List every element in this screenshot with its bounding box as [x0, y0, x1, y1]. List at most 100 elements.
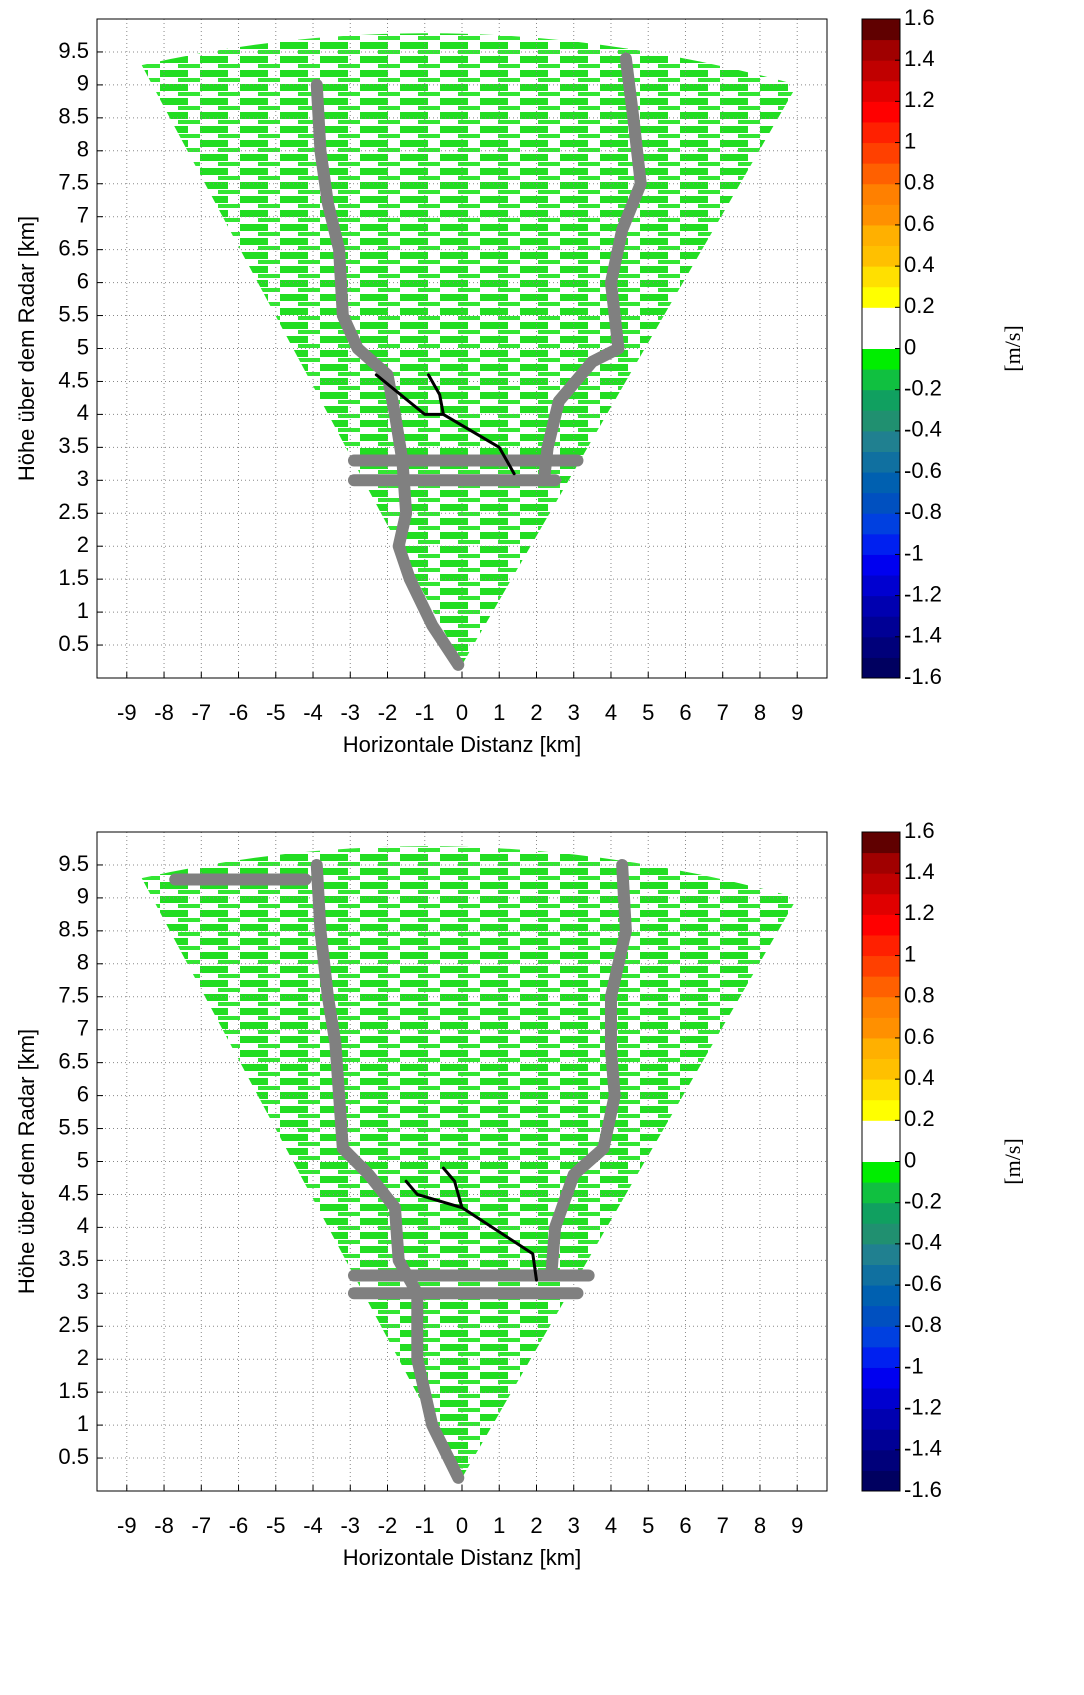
colorbar-tick-label: 0.4	[904, 1065, 935, 1090]
colorbar-band	[862, 19, 900, 41]
y-tick-label: 4	[77, 1213, 89, 1238]
colorbar-tick-label: -0.4	[904, 417, 942, 442]
colorbar-band	[862, 1058, 900, 1080]
gray-curtain	[545, 858, 632, 1280]
y-tick-label: 6	[77, 1081, 89, 1106]
colorbar-band	[862, 873, 900, 895]
x-tick-label: 1	[493, 1513, 505, 1538]
y-tick-label: 4.5	[58, 1180, 89, 1205]
colorbar-band	[862, 832, 900, 854]
y-axis-label: Höhe über dem Radar [km]	[14, 1029, 39, 1294]
colorbar-tick-label: 0.6	[904, 1024, 935, 1049]
colorbar-tick-label: 0	[904, 1147, 916, 1172]
x-tick-label: -4	[303, 700, 323, 725]
colorbar-band	[862, 1346, 900, 1368]
x-tick-label: 2	[530, 1513, 542, 1538]
colorbar-tick-label: 1	[904, 941, 916, 966]
y-tick-label: 2.5	[58, 1312, 89, 1337]
x-tick-label: -6	[229, 1513, 249, 1538]
colorbar-tick-label: -1.6	[904, 1477, 942, 1502]
colorbar-band	[862, 369, 900, 391]
colorbar-band	[862, 80, 900, 102]
x-tick-label: 3	[568, 700, 580, 725]
y-tick-label: 7	[77, 1016, 89, 1041]
colorbar-band	[862, 410, 900, 432]
colorbar-tick-label: -0.8	[904, 1312, 942, 1337]
y-tick-label: 3	[77, 1279, 89, 1304]
colorbar-band	[862, 893, 900, 915]
y-tick-label: 3	[77, 466, 89, 491]
radar-cone	[141, 846, 798, 1478]
colorbar-tick-label: 1.4	[904, 46, 935, 71]
colorbar-band	[862, 183, 900, 205]
colorbar-band	[862, 1182, 900, 1204]
colorbar-band	[862, 1161, 900, 1183]
colorbar-band	[862, 307, 900, 329]
colorbar-tick-label: 1	[904, 128, 916, 153]
colorbar-band	[862, 955, 900, 977]
colorbar-band	[862, 245, 900, 267]
x-tick-label: 9	[791, 700, 803, 725]
colorbar-tick-label: 1.6	[904, 5, 935, 30]
colorbar-band	[862, 616, 900, 638]
colorbar-band	[862, 492, 900, 514]
colorbar-band	[862, 1243, 900, 1265]
x-tick-label: 8	[754, 1513, 766, 1538]
y-tick-label: 3.5	[58, 1246, 89, 1271]
colorbar-band	[862, 1326, 900, 1348]
x-tick-label: -5	[266, 700, 286, 725]
colorbar-band	[862, 1449, 900, 1471]
x-tick-label: -2	[378, 700, 398, 725]
colorbar-tick-label: -1	[904, 1353, 924, 1378]
y-tick-label: 6	[77, 268, 89, 293]
colorbar-tick-label: -1.2	[904, 1394, 942, 1419]
colorbar-band	[862, 1388, 900, 1410]
y-tick-label: 7.5	[58, 170, 89, 195]
colorbar-band	[862, 1202, 900, 1224]
x-axis-label: Horizontale Distanz [km]	[343, 1545, 581, 1570]
y-tick-label: 6.5	[58, 1048, 89, 1073]
colorbar-tick-label: 0	[904, 334, 916, 359]
colorbar-band	[862, 142, 900, 164]
boundary-line	[441, 1166, 464, 1210]
x-tick-label: 7	[717, 1513, 729, 1538]
colorbar-band	[862, 934, 900, 957]
colorbar-tick-label: -0.6	[904, 458, 942, 483]
colorbar-tick-label: -0.2	[904, 376, 942, 401]
x-tick-label: 5	[642, 1513, 654, 1538]
colorbar-tick-label: -1.2	[904, 581, 942, 606]
gray-curtain	[537, 52, 647, 487]
x-tick-label: 7	[717, 700, 729, 725]
x-tick-label: 8	[754, 700, 766, 725]
colorbar-band	[862, 39, 900, 61]
colorbar-band	[862, 224, 900, 247]
radar-cone	[141, 33, 798, 665]
colorbar-tick-label: -1.6	[904, 664, 942, 689]
colorbar-band	[862, 348, 900, 370]
colorbar-band	[862, 389, 900, 411]
x-tick-label: 9	[791, 1513, 803, 1538]
x-tick-label: 6	[679, 700, 691, 725]
y-tick-label: 8.5	[58, 917, 89, 942]
colorbar-band	[862, 513, 900, 535]
colorbar-tick-label: 0.2	[904, 293, 935, 318]
colorbar-band	[862, 1120, 900, 1142]
x-tick-label: 4	[605, 1513, 617, 1538]
colorbar-band	[862, 1470, 900, 1492]
x-tick-label: -8	[154, 1513, 174, 1538]
x-tick-label: 1	[493, 700, 505, 725]
colorbar-band	[862, 121, 900, 144]
y-tick-label: 2	[77, 532, 89, 557]
colorbar-band	[862, 101, 900, 123]
x-tick-label: 0	[456, 700, 468, 725]
colorbar-band	[862, 976, 900, 998]
x-tick-label: -5	[266, 1513, 286, 1538]
y-tick-label: 9.5	[58, 851, 89, 876]
colorbar-tick-label: 1.2	[904, 87, 935, 112]
colorbar-band	[862, 575, 900, 597]
x-tick-label: -4	[303, 1513, 323, 1538]
plot-frame	[96, 831, 828, 1492]
plot-frame	[96, 18, 828, 679]
colorbar-band	[862, 1305, 900, 1327]
